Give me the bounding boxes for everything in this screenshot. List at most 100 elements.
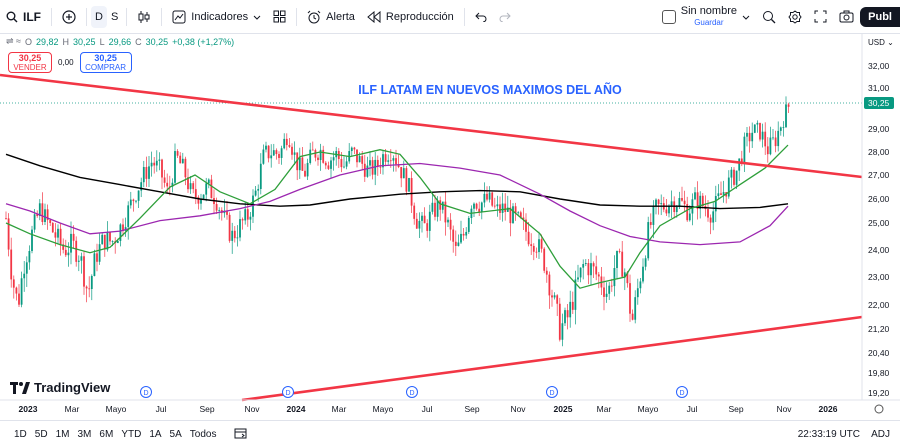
- snapshot-button[interactable]: [833, 0, 860, 34]
- candle-body: [605, 293, 608, 297]
- candle-body: [590, 263, 592, 276]
- candle-body: [460, 233, 462, 243]
- candle-body: [764, 131, 767, 147]
- price-tick-label: 24,00: [868, 245, 890, 255]
- interval-d-button[interactable]: D: [91, 5, 107, 28]
- symbol-search[interactable]: ILF: [0, 0, 47, 34]
- candle-body: [426, 223, 429, 231]
- candle-body: [205, 183, 208, 195]
- time-tick-label: Mayo: [106, 404, 127, 414]
- price-tick-label: 31,00: [868, 83, 890, 93]
- range-all[interactable]: Todos: [189, 428, 217, 440]
- candle-body: [366, 165, 369, 177]
- candle-body: [564, 310, 566, 324]
- candle-body: [738, 158, 741, 171]
- sell-label: VENDER: [13, 63, 47, 72]
- candle-body: [96, 253, 98, 262]
- candle-body: [660, 203, 663, 205]
- replay-button[interactable]: Reproducción: [361, 0, 460, 34]
- settings-button[interactable]: [782, 0, 808, 34]
- range-5a[interactable]: 5A: [169, 428, 182, 440]
- candle-body: [192, 183, 195, 190]
- trade-buttons: 30,25 VENDER 0,00 30,25 COMPRAR: [8, 52, 132, 73]
- candle-body: [392, 158, 395, 161]
- ohlc-legend: ⇌ ≈ O 29,82 H 30,25 L 29,66 C 30,25 +0,38 (+…: [6, 36, 234, 47]
- candle-body: [506, 207, 509, 212]
- candle-body: [330, 160, 332, 169]
- candle-body: [678, 198, 681, 207]
- legend-toggle-icon[interactable]: ⇌ ≈: [6, 36, 21, 46]
- candle-body: [496, 204, 499, 207]
- adj-button[interactable]: ADJ: [871, 428, 890, 440]
- candle-body: [675, 206, 678, 213]
- candle-body: [577, 277, 579, 280]
- range-3m[interactable]: 3M: [77, 428, 92, 440]
- layout-name-button[interactable]: Sin nombre Guardar: [656, 0, 756, 34]
- grid-icon: [273, 10, 286, 23]
- interval-s-button[interactable]: S: [107, 0, 122, 34]
- range-5d[interactable]: 5D: [34, 428, 48, 440]
- date-range-button[interactable]: [234, 427, 247, 442]
- candle-body: [636, 288, 639, 298]
- compare-button[interactable]: [56, 0, 82, 34]
- alert-button[interactable]: Alerta: [301, 0, 361, 34]
- dividend-marker-label: D: [679, 390, 684, 397]
- range-1a[interactable]: 1A: [149, 428, 162, 440]
- candle-body: [304, 170, 306, 177]
- quick-search-button[interactable]: [756, 0, 782, 34]
- candle-body: [707, 209, 709, 218]
- time-tick-label: Jul: [156, 404, 167, 414]
- sell-button[interactable]: 30,25 VENDER: [8, 52, 52, 73]
- candle-body: [395, 158, 397, 165]
- candle-body: [109, 232, 111, 242]
- fullscreen-button[interactable]: [808, 0, 833, 34]
- candle-body: [75, 240, 78, 262]
- undo-button[interactable]: [469, 0, 493, 34]
- chart-type-button[interactable]: [131, 0, 157, 34]
- range-ytd[interactable]: YTD: [121, 428, 142, 440]
- candle-body: [145, 166, 148, 179]
- axis-settings-icon[interactable]: [874, 404, 884, 414]
- last-price-badge: [864, 97, 894, 109]
- upper-trendline: [0, 73, 863, 179]
- candle-body: [592, 263, 595, 267]
- lower-trendline: [241, 315, 863, 402]
- candle-body: [449, 219, 452, 230]
- candle-body: [785, 104, 787, 128]
- buy-button[interactable]: 30,25 COMPRAR: [79, 52, 132, 73]
- price-chart[interactable]: ILF LATAM EN NUEVOS MAXIMOS DEL AÑO USD …: [0, 34, 900, 419]
- candle-body: [634, 297, 637, 320]
- range-1m[interactable]: 1M: [55, 428, 70, 440]
- low-label: L: [99, 36, 105, 47]
- publish-button[interactable]: Publ: [860, 7, 900, 27]
- candle-body: [239, 219, 241, 238]
- candle-body: [772, 137, 774, 139]
- candle-body: [161, 159, 163, 178]
- candle-body: [20, 278, 23, 305]
- dividend-marker: [546, 386, 558, 398]
- candle-body: [158, 159, 161, 161]
- redo-button[interactable]: [493, 0, 517, 34]
- candle-body: [779, 127, 782, 131]
- buy-label: COMPRAR: [85, 63, 127, 72]
- candle-body: [140, 182, 143, 191]
- candle-body: [176, 151, 179, 156]
- candle-body: [361, 156, 364, 164]
- range-6m[interactable]: 6M: [99, 428, 114, 440]
- templates-button[interactable]: [267, 0, 292, 34]
- range-1d[interactable]: 1D: [14, 428, 27, 440]
- candle-body: [566, 310, 569, 318]
- time-tick-label: Jul: [687, 404, 698, 414]
- price-tick-label: 28,00: [868, 147, 890, 157]
- candle-body: [400, 167, 403, 179]
- indicators-button[interactable]: Indicadores: [166, 0, 267, 34]
- candle-body: [244, 209, 247, 221]
- indicators-label: Indicadores: [191, 10, 249, 23]
- price-tick-label: 32,00: [868, 61, 890, 71]
- candle-body: [306, 162, 309, 177]
- candle-body: [179, 155, 182, 164]
- candle-body: [293, 152, 296, 155]
- clock[interactable]: 22:33:19 UTC: [797, 428, 860, 440]
- candle-body: [701, 195, 704, 207]
- alarm-clock-icon: [307, 10, 321, 23]
